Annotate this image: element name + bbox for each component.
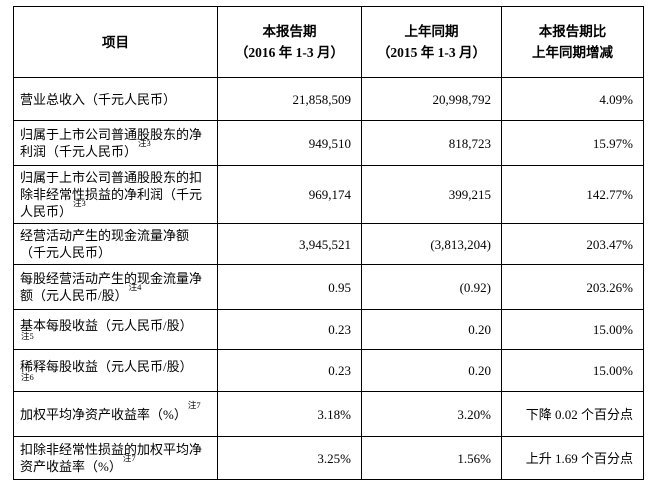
row-current-value: 0.23 <box>217 309 362 350</box>
row-change-value: 203.26% <box>501 264 644 310</box>
row-label: 每股经营活动产生的现金流量净额（元人民币/股） <box>20 271 203 303</box>
table-row-basic-eps: 基本每股收益（元人民币/股） 注5 0.23 0.20 15.00% <box>13 309 644 350</box>
header-change-line2: 上年同期增减 <box>532 45 613 60</box>
row-change-value: 15.00% <box>501 349 644 392</box>
row-prior-value: 3.20% <box>361 391 502 437</box>
row-prior-value: 0.20 <box>361 349 502 392</box>
row-current-value: 0.95 <box>217 264 362 310</box>
financial-summary-table: 项目 本报告期 （2016 年 1-3 月） 上年同期 （2015 年 1-3 … <box>13 6 644 480</box>
row-label-cell: 加权平均净资产收益率（%）注7 <box>13 391 218 437</box>
header-cell-prior-period: 上年同期 （2015 年 1-3 月） <box>361 6 502 78</box>
row-change-value: 4.09% <box>501 77 644 121</box>
header-cell-current-period: 本报告期 （2016 年 1-3 月） <box>217 6 362 78</box>
row-change-value: 上升 1.69 个百分点 <box>501 436 644 480</box>
row-current-value: 3.25% <box>217 436 362 480</box>
row-current-value: 949,510 <box>217 120 362 166</box>
header-current-line1: 本报告期 <box>262 24 317 39</box>
row-label-cell: 归属于上市公司普通股股东的扣除非经常性损益的净利润（千元人民币）注3 <box>13 165 218 224</box>
row-prior-value: (3,813,204) <box>361 223 502 265</box>
row-label-cell: 基本每股收益（元人民币/股） 注5 <box>13 309 218 350</box>
row-note: 注4 <box>128 281 142 292</box>
header-cell-item: 项目 <box>13 6 218 78</box>
table-row-net-profit: 归属于上市公司普通股股东的净利润（千元人民币）注3 949,510 818,72… <box>13 120 644 166</box>
row-label: 加权平均净资产收益率（%） <box>20 406 187 422</box>
row-change-value: 142.77% <box>501 165 644 224</box>
table-row-weighted-avg-roe-excl-nonrecurring: 扣除非经常性损益的加权平均净资产收益率（%）注7 3.25% 1.56% 上升 … <box>13 436 644 480</box>
row-label-cell: 经营活动产生的现金流量净额（千元人民币） <box>13 223 218 265</box>
table-row-net-profit-excl-nonrecurring: 归属于上市公司普通股股东的扣除非经常性损益的净利润（千元人民币）注3 969,1… <box>13 165 644 224</box>
row-label: 基本每股收益（元人民币/股） <box>20 318 193 333</box>
row-prior-value: 399,215 <box>361 165 502 224</box>
row-current-value: 969,174 <box>217 165 362 224</box>
row-current-value: 3.18% <box>217 391 362 437</box>
row-prior-value: 1.56% <box>361 436 502 480</box>
header-prior-line1: 上年同期 <box>404 24 459 39</box>
row-label: 归属于上市公司普通股股东的扣除非经常性损益的净利润（千元人民币） <box>20 170 203 219</box>
row-change-value: 15.00% <box>501 309 644 350</box>
row-note: 注6 <box>21 372 34 382</box>
row-note: 注5 <box>21 331 34 341</box>
row-label: 稀释每股收益（元人民币/股） <box>20 359 193 374</box>
row-label-cell: 营业总收入（千元人民币） <box>13 77 218 121</box>
row-note: 注3 <box>138 137 151 148</box>
row-prior-value: 818,723 <box>361 120 502 166</box>
row-label: 归属于上市公司普通股股东的净利润（千元人民币） <box>20 127 203 159</box>
row-prior-value: 0.20 <box>361 309 502 350</box>
header-cell-change: 本报告期比 上年同期增减 <box>501 6 644 78</box>
row-prior-value: 20,998,792 <box>361 77 502 121</box>
row-change-value: 203.47% <box>501 223 644 265</box>
row-note: 注7 <box>187 400 201 411</box>
table-header-row: 项目 本报告期 （2016 年 1-3 月） 上年同期 （2015 年 1-3 … <box>13 6 644 78</box>
row-current-value: 21,858,509 <box>217 77 362 121</box>
table-row-total-revenue: 营业总收入（千元人民币） 21,858,509 20,998,792 4.09% <box>13 77 644 121</box>
header-change-line1: 本报告期比 <box>538 24 607 39</box>
table-row-cash-flow-per-share: 每股经营活动产生的现金流量净额（元人民币/股）注4 0.95 (0.92) 20… <box>13 264 644 310</box>
header-current-line2: （2016 年 1-3 月） <box>234 45 345 60</box>
row-label: 营业总收入（千元人民币） <box>20 91 177 107</box>
row-note: 注3 <box>73 197 86 208</box>
row-label-cell: 归属于上市公司普通股股东的净利润（千元人民币）注3 <box>13 120 218 166</box>
row-current-value: 0.23 <box>217 349 362 392</box>
header-item-label: 项目 <box>102 34 129 50</box>
table-row-operating-cash-flow: 经营活动产生的现金流量净额（千元人民币） 3,945,521 (3,813,20… <box>13 223 644 265</box>
table-row-diluted-eps: 稀释每股收益（元人民币/股） 注6 0.23 0.20 15.00% <box>13 349 644 392</box>
row-label-cell: 每股经营活动产生的现金流量净额（元人民币/股）注4 <box>13 264 218 310</box>
row-current-value: 3,945,521 <box>217 223 362 265</box>
row-prior-value: (0.92) <box>361 264 502 310</box>
row-label-cell: 稀释每股收益（元人民币/股） 注6 <box>13 349 218 392</box>
header-prior-line2: （2015 年 1-3 月） <box>376 45 487 60</box>
row-note: 注7 <box>122 452 136 463</box>
row-label-cell: 扣除非经常性损益的加权平均净资产收益率（%）注7 <box>13 436 218 480</box>
row-label: 经营活动产生的现金流量净额（千元人民币） <box>20 228 190 260</box>
row-label: 扣除非经常性损益的加权平均净资产收益率（%） <box>20 442 203 474</box>
row-change-value: 下降 0.02 个百分点 <box>501 391 644 437</box>
table-row-weighted-avg-roe: 加权平均净资产收益率（%）注7 3.18% 3.20% 下降 0.02 个百分点 <box>13 391 644 437</box>
row-change-value: 15.97% <box>501 120 644 166</box>
